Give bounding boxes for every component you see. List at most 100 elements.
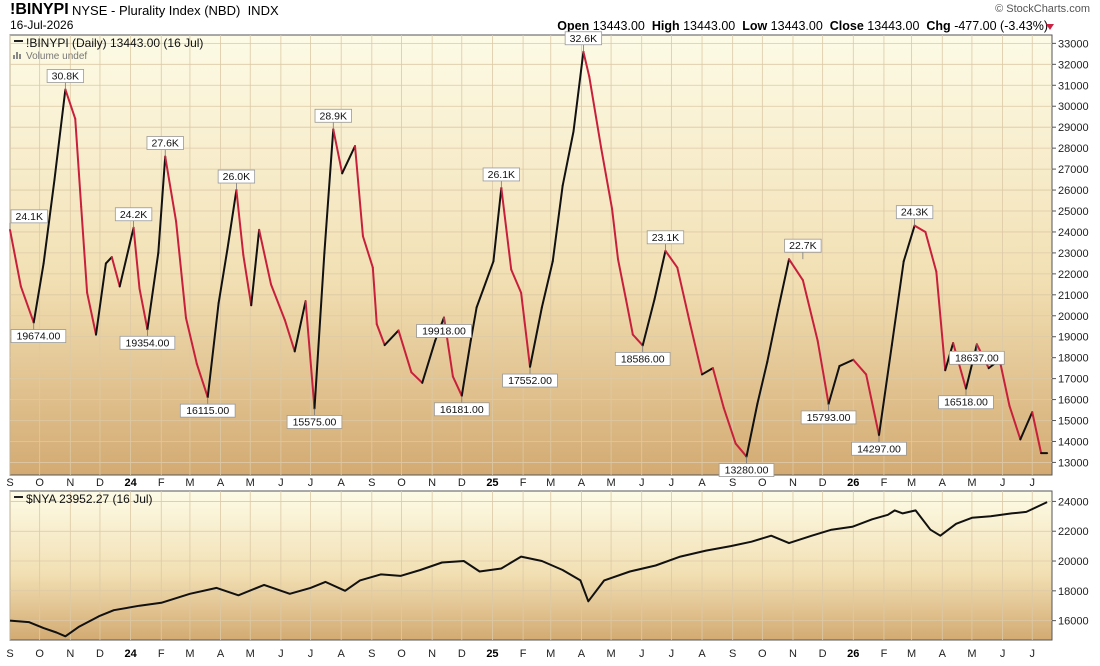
- callout-box: [938, 395, 994, 410]
- symbol-title: !BINYPI: [10, 1, 69, 18]
- binypi-xtick-label: M: [246, 477, 255, 489]
- callout-box: [10, 329, 67, 343]
- binypi-ytick-label: 32000: [1058, 59, 1089, 71]
- binypi-line-segment: [332, 128, 344, 175]
- binypi-line-segment: [865, 373, 880, 437]
- volume-bars-icon: [13, 52, 21, 59]
- binypi-line-segment: [756, 360, 769, 405]
- binypi-line-segment: [588, 75, 603, 150]
- binypi-line-segment: [952, 342, 967, 390]
- binypi-line-segment: [711, 367, 725, 409]
- callout-box: [784, 238, 822, 253]
- binypi-ytick-label: 26000: [1058, 185, 1089, 197]
- binypi-line-segment: [722, 406, 737, 445]
- data-label: 17552.00: [508, 375, 552, 387]
- nya-xtick-label: O: [35, 648, 44, 660]
- nya-xtick-label: D: [819, 648, 827, 660]
- open-value: 13443.00: [592, 19, 645, 33]
- nya-xtick-label: F: [881, 648, 888, 660]
- binypi-line-segment: [341, 145, 357, 175]
- binypi-line-segment: [701, 367, 714, 376]
- nya-xtick-label: M: [967, 648, 976, 660]
- binypi-xtick-label: J: [308, 477, 314, 489]
- binypi-line-segment: [611, 207, 619, 261]
- callout-box: [949, 350, 1005, 365]
- binypi-legend: !BINYPI (Daily) 13443.00 (16 Jul): [26, 36, 203, 50]
- callout-box: [482, 167, 520, 182]
- nya-xtick-label: S: [729, 648, 736, 660]
- nya-ytick-label: 24000: [1058, 496, 1089, 508]
- volume-bar: [13, 55, 15, 59]
- nya-xtick-label: J: [1029, 648, 1035, 660]
- chart-header: !BINYPI NYSE - Plurality Index (NBD) IND…: [0, 0, 1100, 34]
- binypi-line-segment: [540, 260, 554, 309]
- data-label: 18586.00: [621, 353, 665, 365]
- binypi-line-segment: [313, 251, 326, 410]
- binypi-line-segment: [53, 88, 67, 181]
- binypi-ytick-label: 27000: [1058, 164, 1089, 176]
- binypi-line-segment: [766, 308, 780, 363]
- binypi-line-segment: [801, 279, 819, 342]
- binypi-line-segment: [206, 302, 220, 399]
- nya-xtick-label: M: [185, 648, 194, 660]
- low-label: Low: [742, 19, 768, 33]
- nya-xtick-label: M: [606, 648, 615, 660]
- nya-legend: $NYA 23952.27 (16 Jul): [26, 492, 153, 506]
- nya-xtick-label: F: [158, 648, 165, 660]
- callout-box: [286, 415, 343, 429]
- volume-bar: [16, 52, 18, 59]
- data-label: 15793.00: [807, 412, 851, 424]
- binypi-line-segment: [74, 117, 83, 208]
- change-label: Chg: [926, 19, 951, 33]
- binypi-line-segment: [492, 186, 503, 263]
- nya-xtick-label: J: [278, 648, 284, 660]
- binypi-line-segment: [551, 184, 564, 263]
- binypi-line-segment: [475, 287, 485, 309]
- binypi-xtick-label: D: [458, 477, 466, 489]
- binypi-line-segment: [283, 318, 296, 353]
- binypi-line-segment: [624, 298, 634, 336]
- nya-legend-swatch: [14, 496, 23, 498]
- nya-xtick-label: 26: [847, 648, 859, 660]
- nya-xtick-label: N: [66, 648, 74, 660]
- data-label: 19674.00: [17, 331, 61, 343]
- binypi-xtick-label: A: [939, 477, 947, 489]
- binypi-line-segment: [902, 224, 916, 263]
- callout-box: [146, 136, 184, 150]
- binypi-xtick-label: D: [96, 477, 104, 489]
- binypi-line-segment: [664, 249, 679, 269]
- nya-line: [9, 501, 1048, 638]
- binypi-line-segment: [132, 226, 141, 290]
- change-value: -477.00 (-3.43%): [954, 19, 1048, 33]
- callout-box: [10, 209, 48, 224]
- ohlc-summary: Open 13443.00 High 13443.00 Low 13443.00…: [557, 19, 1048, 33]
- binypi-line-segment: [653, 249, 667, 300]
- close-label: Close: [829, 19, 864, 33]
- binypi-line-segment: [631, 333, 644, 347]
- binypi-line-segment: [304, 300, 316, 410]
- binypi-line-segment: [86, 291, 98, 336]
- binypi-ytick-label: 13000: [1058, 457, 1089, 469]
- binypi-line-segment: [827, 365, 841, 405]
- binypi-line-segment: [138, 287, 149, 331]
- binypi-ytick-label: 33000: [1058, 38, 1089, 50]
- binypi-xtick-label: 25: [486, 477, 498, 489]
- binypi-line-segment: [689, 323, 704, 376]
- nya-ytick-label: 20000: [1058, 556, 1089, 568]
- volume-bar: [19, 54, 21, 59]
- binypi-xtick-label: M: [907, 477, 916, 489]
- data-label: 16181.00: [440, 404, 484, 416]
- binypi-xtick-label: A: [338, 477, 346, 489]
- close-value: 13443.00: [867, 19, 920, 33]
- open-label: Open: [557, 19, 590, 33]
- data-label: 26.0K: [223, 171, 250, 183]
- binypi-xtick-label: N: [789, 477, 797, 489]
- binypi-line-segment: [913, 224, 927, 233]
- binypi-line-segment: [118, 226, 135, 288]
- binypi-line-segment: [146, 251, 160, 331]
- binypi-xtick-label: D: [819, 477, 827, 489]
- data-label: 32.6K: [570, 33, 597, 45]
- nya-xtick-label: S: [6, 648, 13, 660]
- binypi-xtick-label: S: [368, 477, 375, 489]
- exchange-label: INDX: [247, 3, 279, 18]
